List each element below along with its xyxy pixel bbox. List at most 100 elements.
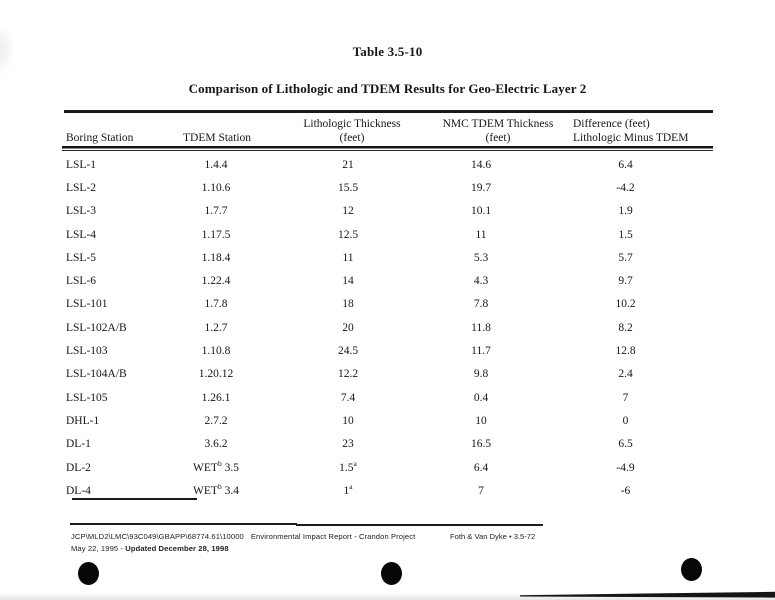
table-cell: 6.4 [618, 158, 633, 171]
table-cell: 10 [342, 414, 354, 427]
table-cell: 11.8 [471, 321, 491, 334]
table-cell: DL-2 [66, 461, 91, 474]
table-cell: 23 [342, 438, 354, 451]
table-cell: 21 [342, 158, 354, 171]
table-body: LSL-1 1.4.4 21 14.6 6.4 LSL-2 1.10.6 15.5 19.7 -4… [62, 153, 713, 502]
column-header-boring-station: Boring Station [66, 132, 133, 146]
footer-left-block: JCP\MLD2\LMC\93C049\GBAPP\68774.61\10000… [71, 531, 431, 555]
table-row: LSL-1 1.4.4 21 14.6 6.4 [62, 153, 713, 176]
table-cell: 5.3 [473, 251, 489, 264]
table-row: DHL-1 2.7.2 10 10 0 [62, 409, 713, 432]
column-header-units: (feet) [339, 131, 365, 144]
footer-rule-left-segment [70, 523, 297, 525]
table-cell: 14.6 [470, 158, 492, 171]
table-cell: 19.7 [470, 181, 492, 194]
punch-hole-right [681, 558, 702, 581]
table-cell: LSL-2 [66, 181, 97, 194]
table-row: LSL-5 1.18.4 11 5.3 5.7 [62, 246, 713, 269]
table-cell: 4.3 [473, 275, 489, 288]
table-cell: 11 [475, 228, 487, 241]
column-header-label: Boring Station [66, 131, 134, 144]
table-cell: 1.4.4 [204, 158, 228, 171]
table-cell: 0 [622, 414, 629, 427]
table-cell: 12.8 [615, 345, 636, 358]
table-cell: 1.7.8 [204, 298, 228, 311]
table-row: LSL-103 1.10.8 24.5 11.7 12.8 [62, 339, 713, 362]
table-cell: 10.1 [470, 205, 492, 218]
table-cell: 2.7.2 [204, 414, 228, 427]
column-header-units: (feet) [485, 131, 511, 144]
table-header-row: Boring Station TDEM Station Lithologic T… [62, 112, 713, 146]
table-cell: 1.10.8 [201, 345, 231, 358]
table-cell: WETb 3.4 [193, 481, 239, 497]
table-row: DL-4 WETb 3.4 1a 7 -6 [62, 479, 713, 502]
table-cell: -4.2 [616, 181, 635, 194]
table-cell: LSL-105 [66, 391, 108, 404]
footer-doc-title: Environmental Impact Report - Crandon Pr… [250, 532, 416, 541]
table-cell: 10.2 [615, 298, 636, 311]
punch-hole-left [78, 562, 99, 585]
column-header-label: Lithologic Minus TDEM [573, 131, 689, 144]
table-cell: 8.2 [618, 321, 633, 334]
table-cell: 11.7 [471, 345, 491, 358]
table-cell: 5.7 [618, 251, 633, 264]
table-caption: Comparison of Lithologic and TDEM Result… [188, 81, 587, 96]
table-cell: 12.2 [337, 368, 359, 381]
table-cell: 1a [343, 481, 353, 497]
last-row-partial-underline [72, 498, 197, 500]
scan-bottom-shadow [0, 593, 775, 600]
table-row: LSL-3 1.7.7 12 10.1 1.9 [62, 200, 713, 223]
footer-doc-path: JCP\MLD2\LMC\93C049\GBAPP\68774.61\10000 [71, 532, 244, 541]
column-header-label: Difference (feet) [573, 118, 650, 130]
table-cell: 16.5 [470, 438, 492, 451]
table-cell: 18 [342, 298, 354, 311]
table-cell: 1.20.12 [198, 368, 234, 381]
table-cell: 9.8 [473, 368, 489, 381]
table-cell: -6 [620, 484, 631, 497]
table-row: LSL-105 1.26.1 7.4 0.4 7 [62, 386, 713, 409]
table-cell: LSL-3 [66, 205, 97, 218]
table-cell: 3.6.2 [204, 438, 228, 451]
footer-rule-right-segment [296, 524, 543, 526]
table-cell: 7 [478, 484, 484, 497]
table-cell: 14 [342, 275, 354, 288]
table-cell: 24.5 [337, 345, 359, 358]
table-cell: LSL-104A/B [66, 368, 127, 381]
footer-date-updated: Updated December 28, 1998 [125, 544, 229, 553]
table-cell: DL-4 [66, 484, 91, 497]
table-row: LSL-2 1.10.6 15.5 19.7 -4.2 [62, 176, 713, 199]
table-cell: 1.10.6 [201, 181, 231, 194]
table-cell: 6.5 [618, 438, 633, 451]
table-cell: DL-1 [66, 438, 91, 451]
table-cell: 1.5 [618, 228, 633, 241]
column-header-label: TDEM Station [183, 131, 252, 144]
table-cell: 1.18.4 [201, 251, 231, 264]
table-cell: LSL-6 [66, 275, 97, 288]
table-row: LSL-4 1.17.5 12.5 11 1.5 [62, 223, 713, 246]
table-cell: -4.9 [616, 461, 635, 474]
table-cell: LSL-102A/B [66, 321, 127, 334]
table-cell: 1.5a [339, 458, 357, 474]
table-header-double-rule [62, 146, 713, 152]
column-header-difference: Difference (feet) Lithologic Minus TDEM [573, 118, 688, 145]
table-cell: 1.2.7 [204, 321, 228, 334]
scan-edge-artifact [520, 591, 775, 598]
table-row: LSL-102A/B 1.2.7 20 11.8 8.2 [62, 316, 713, 339]
table-cell: 2.4 [618, 368, 633, 381]
table-cell: 12.5 [337, 228, 359, 241]
table-top-rule [64, 110, 713, 113]
table-cell: 0.4 [473, 391, 489, 404]
punch-hole-center [381, 562, 402, 585]
table-cell: 11 [342, 251, 354, 264]
table-cell: 1.17.5 [201, 228, 231, 241]
table-cell: 1.7.7 [204, 205, 228, 218]
table-cell: LSL-103 [66, 345, 108, 358]
table-cell: 10 [475, 414, 487, 427]
table-cell: 1.22.4 [201, 275, 231, 288]
table-row: LSL-101 1.7.8 18 7.8 10.2 [62, 293, 713, 316]
column-header-label: Lithologic Thickness [303, 118, 401, 130]
footer-date-original: May 22, 1995 - [71, 544, 126, 553]
column-header-label: NMC TDEM Thickness [442, 118, 554, 130]
table-cell: 7.4 [340, 391, 356, 404]
